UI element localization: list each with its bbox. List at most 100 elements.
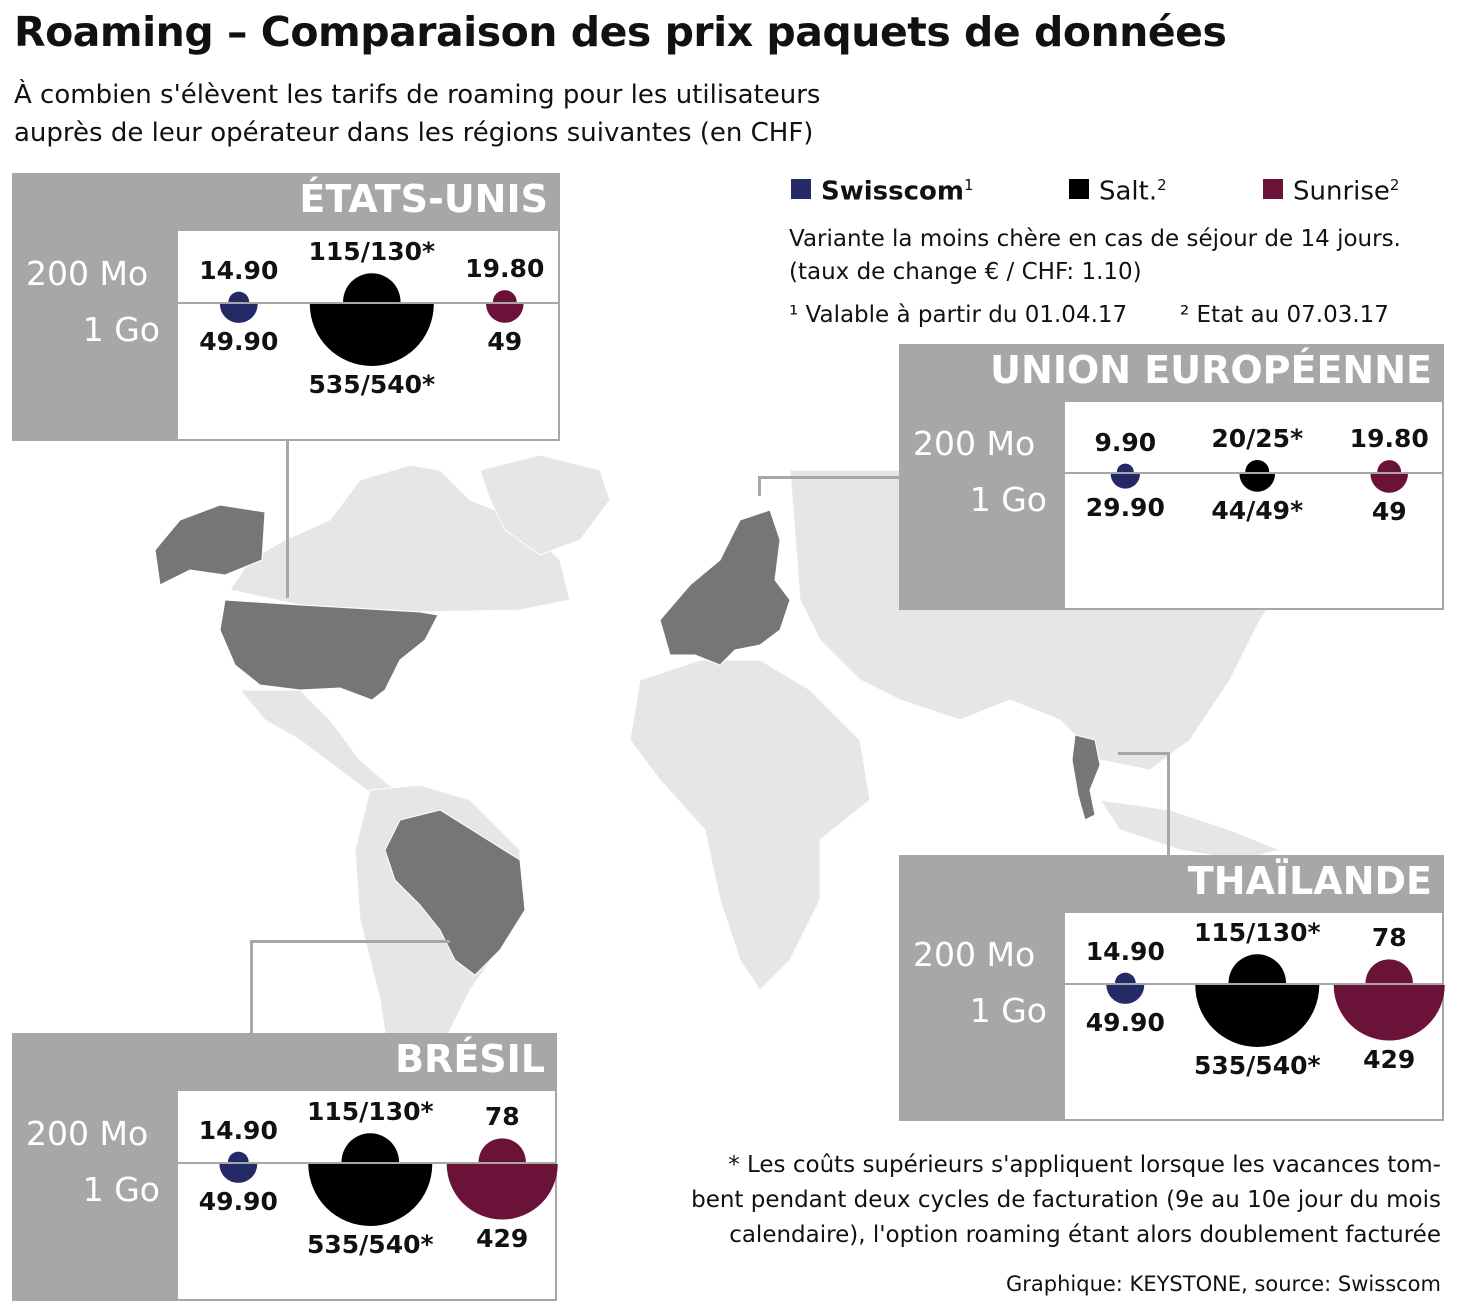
connector-thailand-v: [1167, 752, 1170, 855]
semicircle-sunrise-1go: [486, 304, 524, 323]
value-salt-200mo: 115/130*: [306, 1097, 434, 1127]
connector-thailand-h: [1118, 752, 1170, 755]
map-africa: [629, 659, 871, 991]
value-swisscom-1go: 49.90: [198, 1186, 278, 1216]
semicircle-sunrise-1go: [446, 1164, 558, 1220]
value-sunrise-1go: 429: [476, 1223, 529, 1253]
semicircle-salt-1go: [309, 304, 434, 366]
semicircles-union-europeenne: [1110, 460, 1408, 493]
source-credit: Graphique: KEYSTONE, source: Swisscom: [1005, 1272, 1441, 1296]
semicircle-sunrise-1go: [1370, 474, 1408, 493]
connector-eu-v: [758, 476, 761, 496]
semicircle-sunrise-1go: [1333, 985, 1445, 1041]
note-footnote2: ² Etat au 07.03.17: [1180, 302, 1389, 328]
value-swisscom-1go: 29.90: [1085, 492, 1165, 522]
semicircles-bresil: [219, 1133, 558, 1226]
value-swisscom-200mo: 14.90: [1085, 936, 1165, 966]
row-label-1go: 1 Go: [82, 1170, 160, 1209]
chart-subtitle-line1: À combien s'élèvent les tarifs de roamin…: [14, 80, 821, 110]
semicircle-sunrise-200mo: [478, 1138, 526, 1162]
semicircle-swisscom-1go: [219, 1164, 258, 1183]
legend-swatch-swisscom: [791, 179, 811, 200]
semicircles-thailande: [1106, 954, 1445, 1047]
footnote-line1: * Les coûts supérieurs s'appliquent lors…: [728, 1152, 1441, 1178]
value-swisscom-200mo: 9.90: [1094, 427, 1157, 457]
panel-divider: [899, 983, 1444, 985]
map-eu: [659, 509, 791, 666]
panel-union-europeenne: UNION EUROPÉENNE 200 Mo 1 Go 9.90 29.90 20/25…: [899, 344, 1444, 610]
legend-item-sunrise: Sunrise2: [1263, 176, 1399, 207]
panel-thailande: THAÏLANDE 200 Mo 1 Go 14.90 49.90 115/130* 535…: [899, 855, 1445, 1121]
semicircle-swisscom-1go: [1106, 985, 1145, 1004]
map-thailand: [1071, 734, 1101, 821]
row-label-200mo: 200 Mo: [26, 254, 149, 293]
value-sunrise-200mo: 19.80: [465, 254, 545, 284]
value-sunrise-200mo: 78: [1371, 923, 1407, 953]
footnote-line3: calendaire), l'option roaming étant alor…: [729, 1222, 1441, 1248]
semicircles-etats-unis: [219, 273, 524, 366]
legend-label-salt: Salt.: [1099, 176, 1158, 207]
panel-title-etats-unis: ÉTATS-UNIS: [299, 177, 548, 221]
connector-brazil-h: [250, 940, 450, 943]
map-alaska: [154, 504, 266, 586]
semicircle-swisscom-1go: [1110, 474, 1140, 489]
map-canada: [229, 464, 571, 613]
semicircle-sunrise-200mo: [1365, 959, 1413, 983]
legend-swatch-sunrise: [1263, 179, 1283, 200]
semicircle-salt-1go: [1195, 985, 1320, 1047]
value-sunrise-1go: 429: [1363, 1044, 1416, 1074]
semicircle-salt-200mo: [1245, 460, 1270, 472]
legend-label-swisscom: Swisscom: [821, 176, 964, 207]
semicircle-salt-1go: [308, 1164, 433, 1226]
value-sunrise-1go: 49: [1371, 496, 1407, 526]
connector-eu-h: [758, 476, 900, 479]
semicircle-salt-1go: [1239, 474, 1276, 492]
connector-usa: [286, 440, 289, 598]
panel-title-thailande: THAÏLANDE: [1187, 859, 1432, 903]
semicircle-salt-200mo: [1228, 954, 1287, 983]
panel-divider: [12, 302, 560, 304]
legend-swatch-salt: [1069, 179, 1089, 200]
semicircle-swisscom-1go: [219, 304, 258, 323]
legend-label-sunrise: Sunrise: [1293, 176, 1390, 207]
chart-subtitle-line2: auprès de leur opérateur dans les région…: [14, 118, 814, 148]
semicircle-salt-200mo: [343, 273, 401, 302]
map-usa: [219, 599, 439, 701]
panel-title-union-europeenne: UNION EUROPÉENNE: [990, 348, 1432, 392]
legend-item-swisscom: Swisscom1: [791, 176, 974, 207]
chart-title: Roaming – Comparaison des prix paquets d…: [14, 8, 1227, 56]
panel-etats-unis: ÉTATS-UNIS 200 Mo 1 Go 14.90 49.90 115/130* 53…: [12, 173, 560, 441]
value-swisscom-1go: 49.90: [1085, 1007, 1165, 1037]
panel-body-union-europeenne: [1065, 402, 1442, 608]
semicircle-swisscom-200mo: [227, 1151, 249, 1162]
semicircle-sunrise-200mo: [492, 290, 517, 302]
value-swisscom-200mo: 14.90: [198, 1115, 278, 1145]
semicircle-salt-200mo: [341, 1133, 400, 1162]
panel-bresil: BRÉSIL 200 Mo 1 Go 14.90 49.90 115/130* 535/54…: [12, 1033, 558, 1301]
footnote-line2: bent pendant deux cycles de facturation …: [691, 1187, 1441, 1213]
semicircle-swisscom-200mo: [228, 291, 250, 302]
map-greenland: [479, 454, 611, 556]
value-sunrise-200mo: 19.80: [1349, 424, 1429, 454]
panel-divider: [12, 1162, 557, 1164]
value-swisscom-1go: 49.90: [199, 326, 279, 356]
value-salt-200mo: 115/130*: [308, 237, 436, 267]
legend-item-salt: Salt.2: [1069, 176, 1167, 207]
value-swisscom-200mo: 14.90: [199, 255, 279, 285]
note-footnote1: ¹ Valable à partir du 01.04.17: [789, 302, 1128, 328]
note-variant: Variante la moins chère en cas de séjour…: [789, 226, 1401, 252]
map-brazil: [384, 809, 526, 976]
row-label-200mo: 200 Mo: [26, 1114, 149, 1153]
value-sunrise-1go: 49: [487, 326, 523, 356]
value-sunrise-200mo: 78: [484, 1102, 520, 1132]
map-indonesia: [1098, 799, 1282, 861]
panel-divider: [899, 472, 1444, 474]
semicircle-swisscom-200mo: [1116, 463, 1134, 472]
value-salt-1go: 535/540*: [1193, 1051, 1321, 1080]
row-label-200mo: 200 Mo: [913, 424, 1036, 463]
row-label-1go: 1 Go: [82, 310, 160, 349]
map-mexico: [238, 689, 396, 801]
value-salt-1go: 535/540*: [308, 370, 436, 399]
value-salt-1go: 44/49*: [1211, 495, 1304, 525]
row-label-200mo: 200 Mo: [913, 935, 1036, 974]
